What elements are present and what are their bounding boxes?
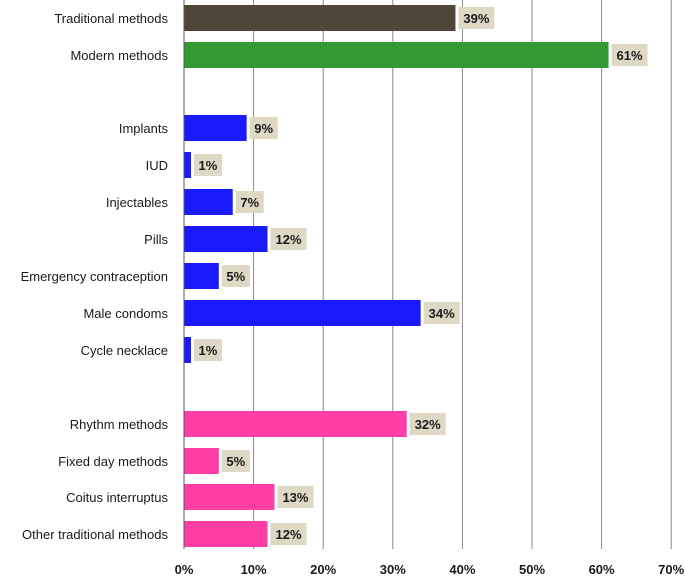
data-label-box (277, 486, 314, 508)
gridlines (253, 0, 672, 549)
x-tick-label: 70% (658, 562, 684, 577)
category-label: IUD (146, 158, 168, 173)
data-label: 61% (617, 48, 643, 63)
bar (184, 5, 456, 31)
x-tick-label: 0% (175, 562, 194, 577)
category-label: Emergency contraception (21, 269, 168, 284)
category-label: Modern methods (70, 48, 168, 63)
data-label-box (193, 339, 222, 361)
data-label: 39% (463, 11, 489, 26)
x-tick-label: 50% (519, 562, 545, 577)
data-label: 12% (276, 527, 302, 542)
category-label: Cycle necklace (81, 343, 168, 358)
bar (184, 448, 219, 474)
bar (184, 263, 219, 289)
bar (184, 484, 275, 510)
data-label: 1% (199, 343, 218, 358)
data-label-box (193, 154, 222, 176)
x-tick-label: 10% (241, 562, 267, 577)
bar (184, 189, 233, 215)
data-label-box (458, 7, 495, 29)
category-label: Implants (119, 121, 169, 136)
data-label-box (270, 523, 307, 545)
bars (184, 5, 609, 547)
data-labels: 39% 61% 9% 1% 7% 12% 5% 34% 1% 32% 5% 13% 12% (193, 7, 648, 545)
bar (184, 521, 268, 547)
data-label-box (221, 450, 250, 472)
data-label: 7% (240, 195, 259, 210)
category-label: Pills (144, 232, 168, 247)
category-label: Other traditional methods (22, 527, 168, 542)
data-label: 32% (415, 417, 441, 432)
data-label-box (270, 228, 307, 250)
category-label: Coitus interruptus (66, 490, 168, 505)
bar (184, 42, 609, 68)
data-label: 5% (226, 454, 245, 469)
category-label: Rhythm methods (70, 417, 169, 432)
category-label: Injectables (106, 195, 169, 210)
data-label-box (235, 191, 264, 213)
data-label: 5% (226, 269, 245, 284)
data-label-box (423, 302, 460, 324)
data-label: 12% (276, 232, 302, 247)
bar (184, 411, 407, 437)
data-label-box (611, 44, 648, 66)
data-label: 1% (199, 158, 218, 173)
data-label-box (409, 413, 446, 435)
x-axis-ticks: 0% 10% 20% 30% 40% 50% 60% 70% (175, 562, 685, 577)
bar (184, 152, 191, 178)
x-tick-label: 30% (380, 562, 406, 577)
bar (184, 337, 191, 363)
category-label: Male condoms (83, 306, 168, 321)
x-tick-label: 20% (310, 562, 336, 577)
bar (184, 300, 421, 326)
x-tick-label: 60% (589, 562, 615, 577)
bar (184, 226, 268, 252)
category-labels: Traditional methods Modern methods Implant… (21, 11, 169, 542)
category-label: Fixed day methods (58, 454, 168, 469)
data-label: 13% (282, 490, 308, 505)
data-label: 34% (429, 306, 455, 321)
x-tick-label: 40% (449, 562, 475, 577)
data-label: 9% (254, 121, 273, 136)
data-label-box (221, 265, 250, 287)
category-label: Traditional methods (54, 11, 168, 26)
data-label-box (249, 117, 278, 139)
bar (184, 115, 247, 141)
